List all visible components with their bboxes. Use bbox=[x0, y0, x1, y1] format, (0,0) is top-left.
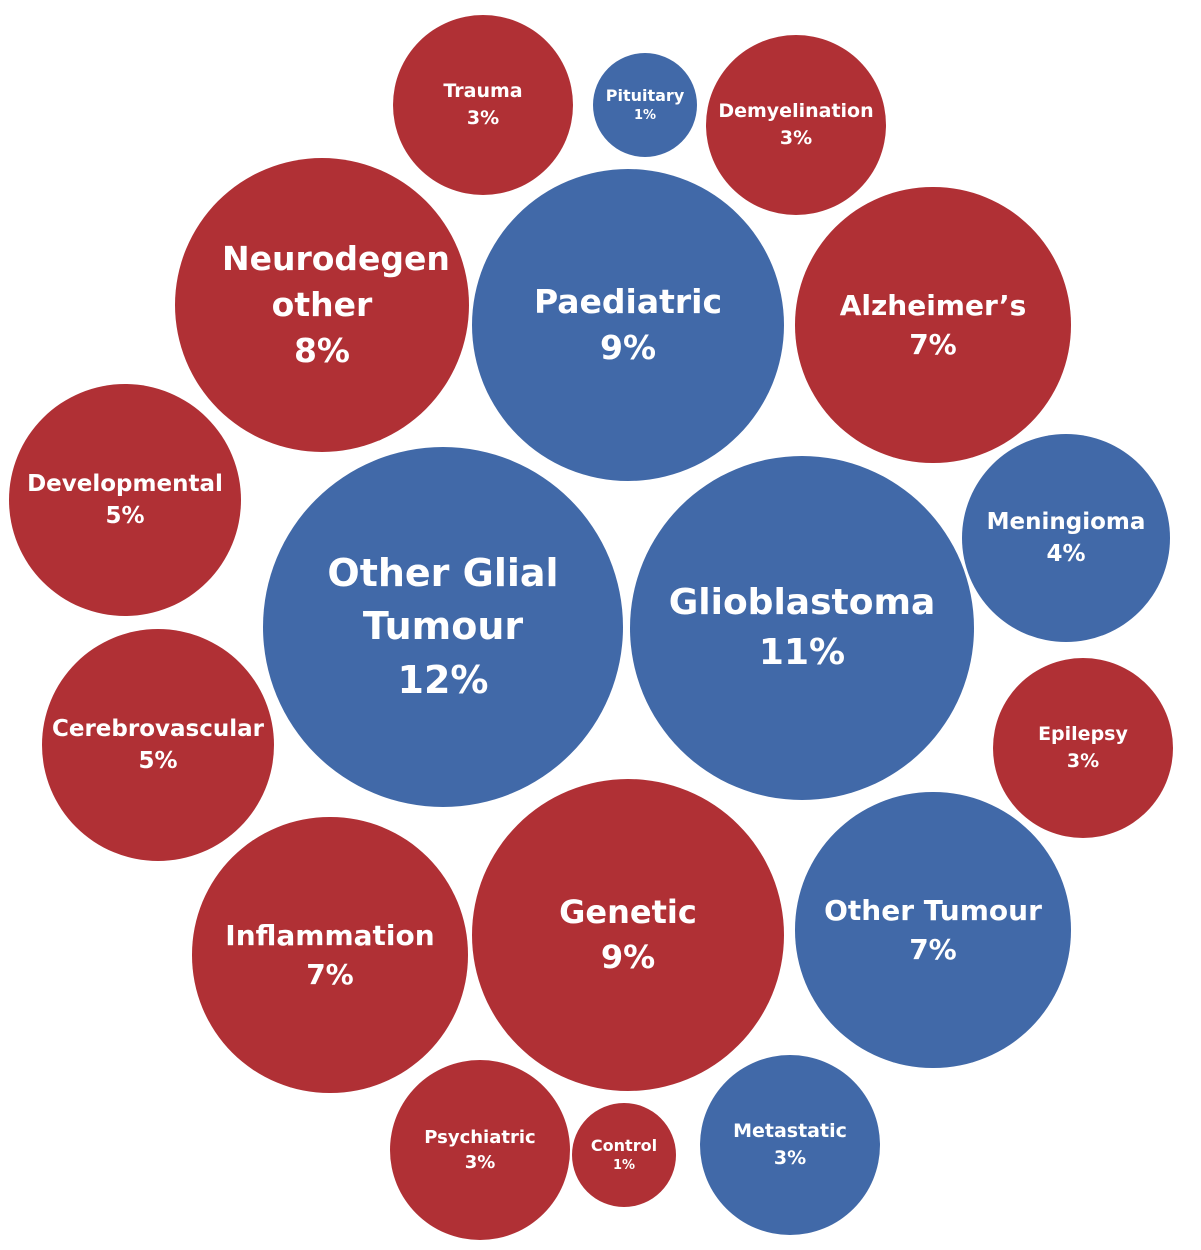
bubble: Metastatic 3% bbox=[699, 1054, 881, 1236]
bubble-label: Inflammation bbox=[225, 918, 435, 952]
value-label: 1% bbox=[612, 1158, 636, 1174]
value-label: 3% bbox=[1066, 749, 1100, 772]
value-label: 3% bbox=[779, 126, 813, 149]
bubble: Inflammation 7% bbox=[192, 817, 468, 1093]
bubble-label: Cerebrovascular bbox=[51, 715, 264, 742]
bubble-label: Control bbox=[590, 1135, 658, 1155]
bubble-label: Metastatic bbox=[733, 1120, 847, 1143]
bubble: Other Glial Tumour 12% bbox=[262, 446, 624, 808]
bubble: Epilepsy 3% bbox=[992, 657, 1174, 839]
value-label: 9% bbox=[600, 938, 656, 976]
value-label: 4% bbox=[1046, 541, 1086, 567]
bubble: Meningioma 4% bbox=[962, 434, 1170, 642]
bubble-label: Demyelination bbox=[718, 100, 874, 123]
bubble-label: Paediatric bbox=[533, 281, 723, 321]
bubble-label: Genetic bbox=[559, 893, 697, 932]
bubble-label: Developmental bbox=[27, 470, 223, 497]
bubble: Genetic 9% bbox=[472, 779, 784, 1091]
bubble: Other Tumour 7% bbox=[795, 792, 1071, 1068]
bubble-label: Meningioma bbox=[986, 508, 1146, 535]
bubble-label: Glioblastoma bbox=[668, 581, 936, 623]
value-label: 5% bbox=[105, 502, 145, 529]
bubble-label: Epilepsy bbox=[1038, 723, 1128, 746]
bubble: Psychiatric 3% bbox=[389, 1059, 571, 1241]
value-label: 8% bbox=[293, 331, 350, 371]
value-label: 7% bbox=[909, 327, 957, 361]
bubble-label: Alzheimer’s bbox=[839, 288, 1027, 322]
bubble-label: Pituitary bbox=[605, 85, 685, 105]
bubble: Control 1% bbox=[572, 1103, 676, 1207]
value-label: 1% bbox=[633, 108, 657, 124]
value-label: 12% bbox=[397, 657, 489, 702]
bubble: Trauma 3% bbox=[392, 14, 574, 196]
value-label: 3% bbox=[464, 1151, 496, 1173]
value-label: 3% bbox=[466, 106, 500, 129]
bubble: Demyelination 3% bbox=[705, 34, 887, 216]
value-label: 3% bbox=[773, 1146, 807, 1169]
value-label: 7% bbox=[306, 957, 354, 991]
bubble: Cerebrovascular 5% bbox=[41, 628, 275, 862]
bubble: Paediatric 9% bbox=[472, 169, 784, 481]
bubble: Pituitary 1% bbox=[593, 53, 697, 157]
bubble-label: Trauma bbox=[443, 80, 523, 103]
bubble-label: Other Glial Tumour bbox=[327, 551, 559, 649]
bubble-label: Neurodegen other bbox=[221, 238, 450, 324]
bubble: Glioblastoma 11% bbox=[629, 455, 975, 801]
value-label: 9% bbox=[599, 328, 657, 367]
bubble: Alzheimer’s 7% bbox=[795, 187, 1071, 463]
value-label: 7% bbox=[909, 932, 957, 966]
bubble: Developmental 5% bbox=[8, 383, 242, 617]
value-label: 11% bbox=[758, 631, 846, 673]
bubble-label: Psychiatric bbox=[424, 1126, 536, 1148]
bubble-label: Other Tumour bbox=[824, 893, 1042, 927]
value-label: 5% bbox=[138, 747, 178, 774]
bubble: Neurodegen other 8% bbox=[174, 157, 470, 453]
